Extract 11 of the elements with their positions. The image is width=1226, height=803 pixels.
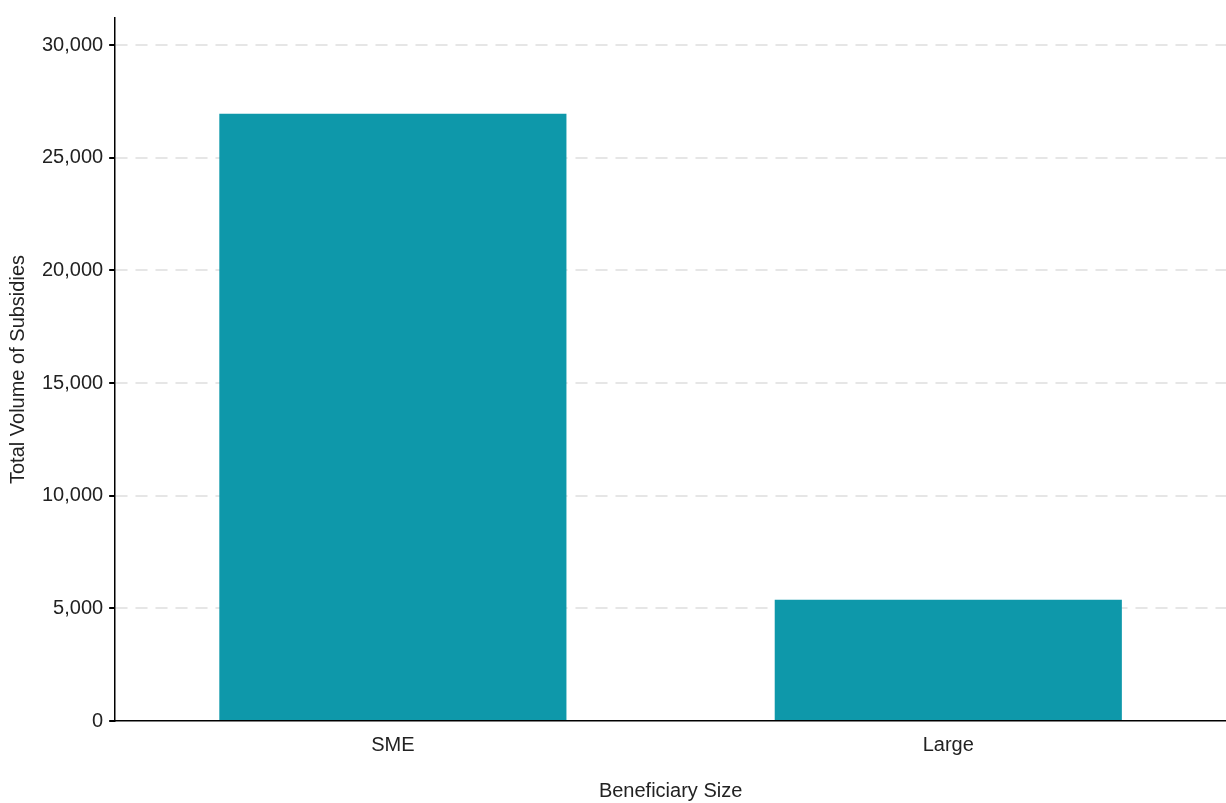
y-tick-label: 30,000 (42, 32, 104, 55)
y-tick-label: 20,000 (42, 257, 104, 280)
y-axis-title: Total Volume of Subsidies (5, 254, 28, 485)
x-axis-title: Beneficiary Size (598, 778, 743, 801)
x-tick-label: SME (371, 732, 415, 755)
y-tick-label: 10,000 (42, 483, 104, 506)
y-tick-label: 0 (92, 708, 104, 731)
y-tick-label: 15,000 (42, 370, 104, 393)
y-tick-label: 5,000 (53, 595, 104, 618)
y-tick-label: 25,000 (42, 145, 104, 168)
x-tick-label: Large (922, 732, 974, 755)
